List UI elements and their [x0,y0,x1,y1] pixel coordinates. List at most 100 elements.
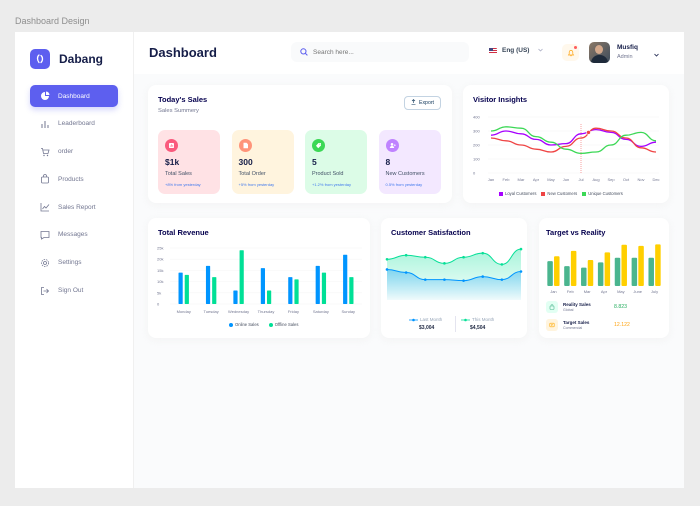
legend-unique-customers: Unique Customers [582,191,623,196]
user-role: Admin [617,54,633,60]
sidebar-item-leaderboard[interactable]: Leaderboard [30,113,118,135]
sidebar-item-messages[interactable]: Messages [30,224,118,246]
bar-online-sales [288,277,293,304]
stat-label: New Customers [385,171,425,177]
x-tick-label: Jun [563,177,569,182]
reality-sales-sub: Global [563,308,574,312]
user-name: Musfiq [617,44,638,51]
bar-offline-sales [239,250,244,304]
user-menu-chevron-icon[interactable] [654,44,659,62]
cart-icon [39,146,50,157]
brand-name: Dabang [59,52,104,66]
search-icon [300,43,308,61]
x-tick-label: Mar [584,289,592,294]
visitor-insights-legend: Loyal Customers New Customers Unique Cus… [499,191,628,196]
brand[interactable]: Dabang [30,49,103,69]
bar-online-sales [260,268,265,304]
x-tick-label: Jul [578,177,583,182]
sign-out-icon [39,285,50,296]
total-revenue-chart: 25k 20k 15k 10k 5k 0 Monday Tuesday Wednesday Thu… [157,246,362,314]
bar-reality-sales [547,261,553,286]
x-tick-label: Nov [637,177,644,182]
x-tick-label: Friday [288,309,299,314]
search-bar[interactable] [291,42,469,62]
data-point-this-month [519,247,523,251]
y-tick-label: 0 [157,302,160,307]
y-tick-label: 400 [473,115,480,120]
sidebar-item-order[interactable]: order [30,141,118,163]
message-icon [39,229,50,240]
bar-offline-sales [212,277,217,304]
sidebar-item-sales-report[interactable]: Sales Report [30,196,118,218]
x-tick-label: July [651,289,658,294]
x-tick-label: Aug [592,177,599,182]
y-tick-label: 200 [473,143,480,148]
sidebar-item-label: Sales Report [58,203,96,211]
stat-card-total-sales: $1k Total Sales +8% from yesterday [158,130,220,194]
visitor-insights-title: Visitor Insights [473,95,528,104]
reality-sales-value: 8.823 [614,304,627,310]
x-tick-label: Oct [623,177,630,182]
topbar: Dashboard Eng (US) Musfiq Admin [134,32,684,74]
bar-online-sales [205,265,211,304]
customer-satisfaction-card: Customer Satisfaction Last Month This Mo… [381,218,527,338]
search-input[interactable] [313,48,453,56]
total-revenue-legend: Online Sales Offline Sales [229,322,303,327]
sidebar-item-label: Settings [58,259,82,267]
sidebar-item-products[interactable]: Products [30,168,118,190]
pie-chart-icon [39,91,50,102]
this-month-swatch-icon [461,318,470,321]
stat-card-total-order: 300 Total Order +5% from yesterday [231,130,294,194]
data-point-this-month [443,262,446,265]
language-selector[interactable]: Eng (US) [489,47,544,54]
export-button[interactable]: Export [404,96,441,110]
chevron-down-icon [538,47,544,54]
series-line-new-customers [490,127,657,153]
bar-reality-sales [564,266,570,286]
gear-icon [39,257,50,268]
stat-label: Total Sales [165,171,192,177]
bar-offline-sales [321,272,327,304]
sidebar-item-label: Sign Out [58,287,84,295]
bar-target-sales [554,256,560,286]
y-tick-label: 20k [157,257,163,262]
bar-target-sales [604,252,611,286]
stat-change: 0.5% from yesterday [385,182,423,187]
stat-card-new-customers: 8 New Customers 0.5% from yesterday [378,130,441,194]
sidebar-item-sign-out[interactable]: Sign Out [30,280,118,302]
data-point-this-month [404,253,408,257]
y-tick-label: 5k [157,290,161,295]
x-tick-label: Saturday [313,309,329,314]
sidebar-item-label: Products [58,175,84,183]
avatar[interactable] [589,42,610,63]
this-month-value: $4,504 [470,325,486,331]
y-tick-label: 100 [473,157,480,162]
data-point-this-month [500,263,504,266]
sidebar-item-settings[interactable]: Settings [30,252,118,274]
data-point-last-month [462,279,465,282]
bar-target-sales [570,250,577,286]
dashboard-app: Dabang Dashboard Leaderboard order Produ… [15,32,684,488]
chart-icon [165,139,178,152]
notification-button[interactable] [562,44,579,61]
sidebar-item-dashboard[interactable]: Dashboard [30,85,118,107]
visitor-insights-card: Visitor Insights 400 300 200 100 0 Jan Feb Mar A… [463,85,669,203]
target-sales-value: 12.122 [614,322,630,328]
last-month-swatch-icon [409,318,418,321]
bar-offline-sales [267,290,272,304]
sidebar-item-label: Messages [58,231,88,239]
series-line-last-month [386,268,522,282]
bar-online-sales [343,254,348,304]
legend-loyal-customers: Loyal Customers [499,191,536,196]
x-tick-label: Apr [533,177,540,182]
target-sales-name: Target Sales [563,320,590,325]
bar-target-sales [638,245,644,286]
stat-label: Total Order [238,171,266,177]
notification-dot [574,46,577,49]
target-vs-reality-title: Target vs Reality [546,228,606,237]
customer-satisfaction-title: Customer Satisfaction [391,228,471,237]
legend-new-customers: New Customers [541,191,577,196]
sidebar-item-label: Leaderboard [58,120,95,128]
visitor-insights-chart: 400 300 200 100 0 Jan Feb Mar Apr May Jun Jul Aug Sep… [473,115,660,183]
shopping-bag-icon [39,174,50,185]
